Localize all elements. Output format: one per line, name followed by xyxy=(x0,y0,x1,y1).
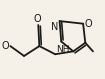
Text: O: O xyxy=(85,19,92,29)
Text: O: O xyxy=(33,14,41,24)
Text: O: O xyxy=(1,41,9,51)
Text: N: N xyxy=(51,22,58,32)
Text: NH: NH xyxy=(56,45,69,54)
